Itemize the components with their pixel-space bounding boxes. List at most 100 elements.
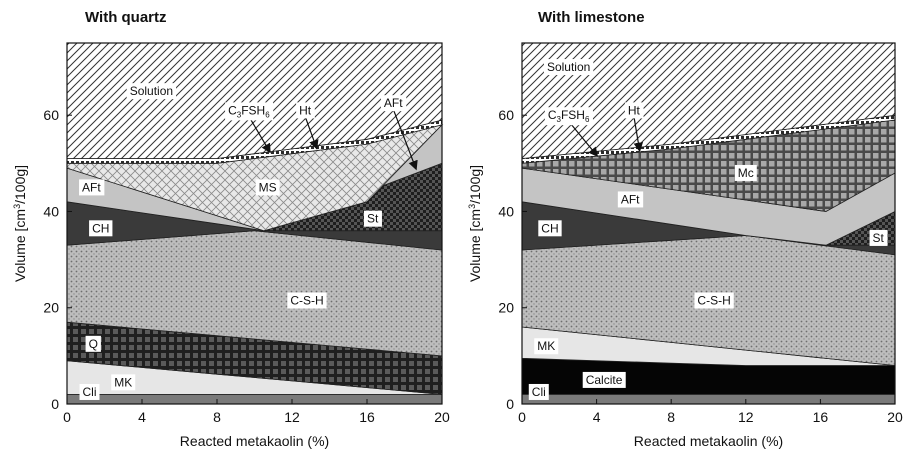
label-text: Solution bbox=[547, 60, 590, 74]
x-tick-label: 12 bbox=[284, 409, 300, 425]
label-text: MK bbox=[537, 339, 555, 353]
layer-label-mk: MK bbox=[534, 338, 559, 355]
label-text: Solution bbox=[130, 84, 173, 98]
layer-label-mc: Mc bbox=[734, 164, 757, 181]
x-tick-label: 20 bbox=[887, 409, 903, 425]
area-layers bbox=[66, 42, 444, 405]
label-text: MS bbox=[259, 180, 277, 194]
y-axis-label: Volume [cm3/100g] bbox=[467, 165, 483, 282]
label-background bbox=[528, 383, 549, 400]
layer-label-ch: CH bbox=[538, 220, 562, 237]
label-text: MK bbox=[114, 375, 132, 389]
label-background bbox=[538, 220, 562, 237]
layer-label-solution: Solution bbox=[126, 83, 177, 100]
layer-label-c-s-h: C-S-H bbox=[694, 292, 734, 309]
x-axis-ticks: 0 4 8 12 16 20 bbox=[63, 399, 450, 425]
label-background bbox=[225, 102, 274, 121]
layer-label-aft: AFt bbox=[79, 179, 105, 196]
x-tick-label: 12 bbox=[738, 409, 754, 425]
label-background bbox=[544, 107, 593, 126]
x-tick-label: 4 bbox=[593, 409, 601, 425]
label-background bbox=[85, 335, 101, 352]
label-arrow bbox=[392, 108, 418, 171]
label-background bbox=[694, 292, 734, 309]
label-background bbox=[534, 338, 559, 355]
layer-label-ht: Ht bbox=[296, 102, 319, 150]
label-background bbox=[624, 102, 644, 119]
x-tick-label: 16 bbox=[813, 409, 829, 425]
plot-frame bbox=[66, 42, 443, 405]
label-text: St bbox=[873, 231, 885, 245]
label-background bbox=[89, 220, 113, 237]
layer-labels: Solution C3FSH6 Ht Mc AFt CH St C-S-H MK Calcite C… bbox=[528, 59, 888, 400]
label-background bbox=[255, 179, 280, 196]
layer-label-st: St bbox=[363, 210, 382, 227]
label-text: C3FSH6 bbox=[548, 108, 590, 124]
y-tick-label: 20 bbox=[43, 300, 59, 316]
layer-label-c3fsh6: C3FSH6 bbox=[225, 102, 274, 154]
x-tick-label: 0 bbox=[63, 409, 71, 425]
label-text: Q bbox=[89, 337, 98, 351]
label-text: AFt bbox=[384, 96, 403, 110]
area-layer-cli bbox=[66, 394, 443, 405]
label-text: Calcite bbox=[586, 373, 623, 387]
label-arrow bbox=[568, 120, 599, 158]
y-tick-label: 60 bbox=[498, 107, 514, 123]
layer-label-q: Q bbox=[85, 335, 101, 352]
layer-label-calcite: Calcite bbox=[582, 371, 626, 388]
layer-label-c3fsh6: C3FSH6 bbox=[544, 107, 599, 158]
label-arrow bbox=[304, 116, 319, 150]
label-background bbox=[287, 292, 327, 309]
y-axis-ticks: 0 20 40 60 bbox=[498, 107, 527, 412]
label-background bbox=[79, 383, 100, 400]
layer-label-c-s-h: C-S-H bbox=[287, 292, 327, 309]
x-tick-label: 8 bbox=[213, 409, 221, 425]
label-text: CH bbox=[541, 221, 558, 235]
label-text: Cli bbox=[532, 385, 546, 399]
label-text: CH bbox=[92, 221, 109, 235]
y-tick-label: 40 bbox=[498, 203, 514, 219]
label-text: C-S-H bbox=[290, 294, 323, 308]
x-axis-ticks: 0 4 8 12 16 20 bbox=[518, 399, 903, 425]
x-axis-label: Reacted metakaolin (%) bbox=[180, 433, 329, 449]
area-layer-cli bbox=[521, 394, 896, 405]
label-text: C3FSH6 bbox=[228, 103, 270, 119]
label-background bbox=[582, 371, 626, 388]
label-text: AFt bbox=[621, 192, 640, 206]
layer-labels: Solution C3FSH6 Ht AFt MS AFt CH St C-S-H Q MK Cli bbox=[79, 83, 418, 400]
chart-title: With limestone bbox=[538, 9, 645, 26]
label-background bbox=[617, 191, 644, 208]
label-text: Mc bbox=[738, 166, 754, 180]
label-background bbox=[869, 229, 888, 246]
y-axis-label: Volume [cm3/100g] bbox=[12, 165, 28, 282]
y-tick-label: 20 bbox=[498, 300, 514, 316]
label-text: Ht bbox=[628, 103, 641, 117]
x-tick-label: 20 bbox=[434, 409, 450, 425]
label-background bbox=[734, 164, 757, 181]
label-arrow bbox=[248, 116, 271, 154]
label-background bbox=[79, 179, 105, 196]
area-layers bbox=[521, 42, 896, 405]
y-tick-label: 60 bbox=[43, 107, 59, 123]
chart-with-limestone: With limestone Solution C3FSH6 Ht Mc AFt CH St… bbox=[467, 9, 903, 449]
label-background bbox=[363, 210, 382, 227]
layer-label-cli: Cli bbox=[528, 383, 549, 400]
label-background bbox=[111, 374, 136, 391]
layer-label-aft: AFt bbox=[617, 191, 644, 208]
x-tick-label: 0 bbox=[518, 409, 526, 425]
label-background bbox=[543, 59, 594, 76]
label-text: AFt bbox=[82, 180, 101, 194]
layer-label-ms: MS bbox=[255, 179, 280, 196]
label-background bbox=[380, 95, 407, 112]
x-tick-label: 8 bbox=[667, 409, 675, 425]
layer-label-solution: Solution bbox=[543, 59, 594, 76]
label-text: Cli bbox=[83, 385, 97, 399]
layer-label-ht: Ht bbox=[624, 102, 644, 153]
layer-label-st: St bbox=[869, 229, 888, 246]
layer-label-ch: CH bbox=[89, 220, 113, 237]
label-text: St bbox=[367, 212, 379, 226]
layer-label-mk: MK bbox=[111, 374, 136, 391]
label-text: C-S-H bbox=[697, 294, 730, 308]
label-background bbox=[126, 83, 177, 100]
